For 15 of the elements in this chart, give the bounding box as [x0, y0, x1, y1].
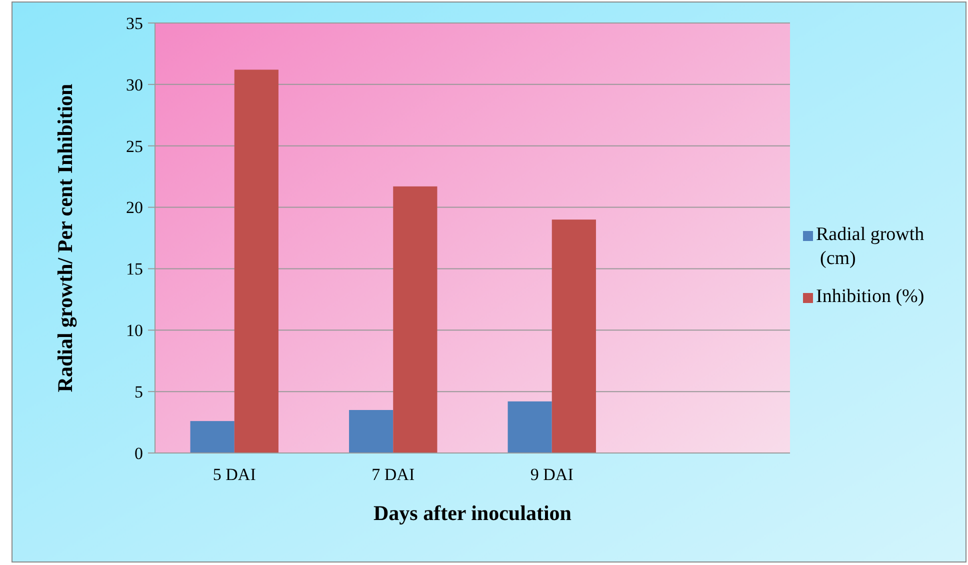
x-tick-label: 7 DAI	[372, 465, 415, 484]
y-tick-label: 30	[126, 75, 143, 94]
y-axis-title: Radial growth/ Per cent Inhibition	[53, 83, 77, 392]
y-tick-label: 0	[134, 444, 143, 463]
x-tick-label: 9 DAI	[530, 465, 574, 484]
y-tick-label: 25	[126, 136, 143, 156]
legend-label: Inhibition (%)	[816, 286, 924, 307]
x-axis-title: Days after inoculation	[374, 501, 572, 525]
y-tick-label: 35	[126, 14, 143, 33]
y-tick-label: 5	[134, 382, 143, 402]
y-tick-label: 20	[126, 198, 143, 218]
legend-label: Radial growth (cm)	[816, 224, 925, 269]
y-tick-label: 15	[126, 260, 143, 279]
y-tick-label: 10	[126, 321, 143, 340]
x-tick-label: 5 DAI	[212, 465, 256, 484]
